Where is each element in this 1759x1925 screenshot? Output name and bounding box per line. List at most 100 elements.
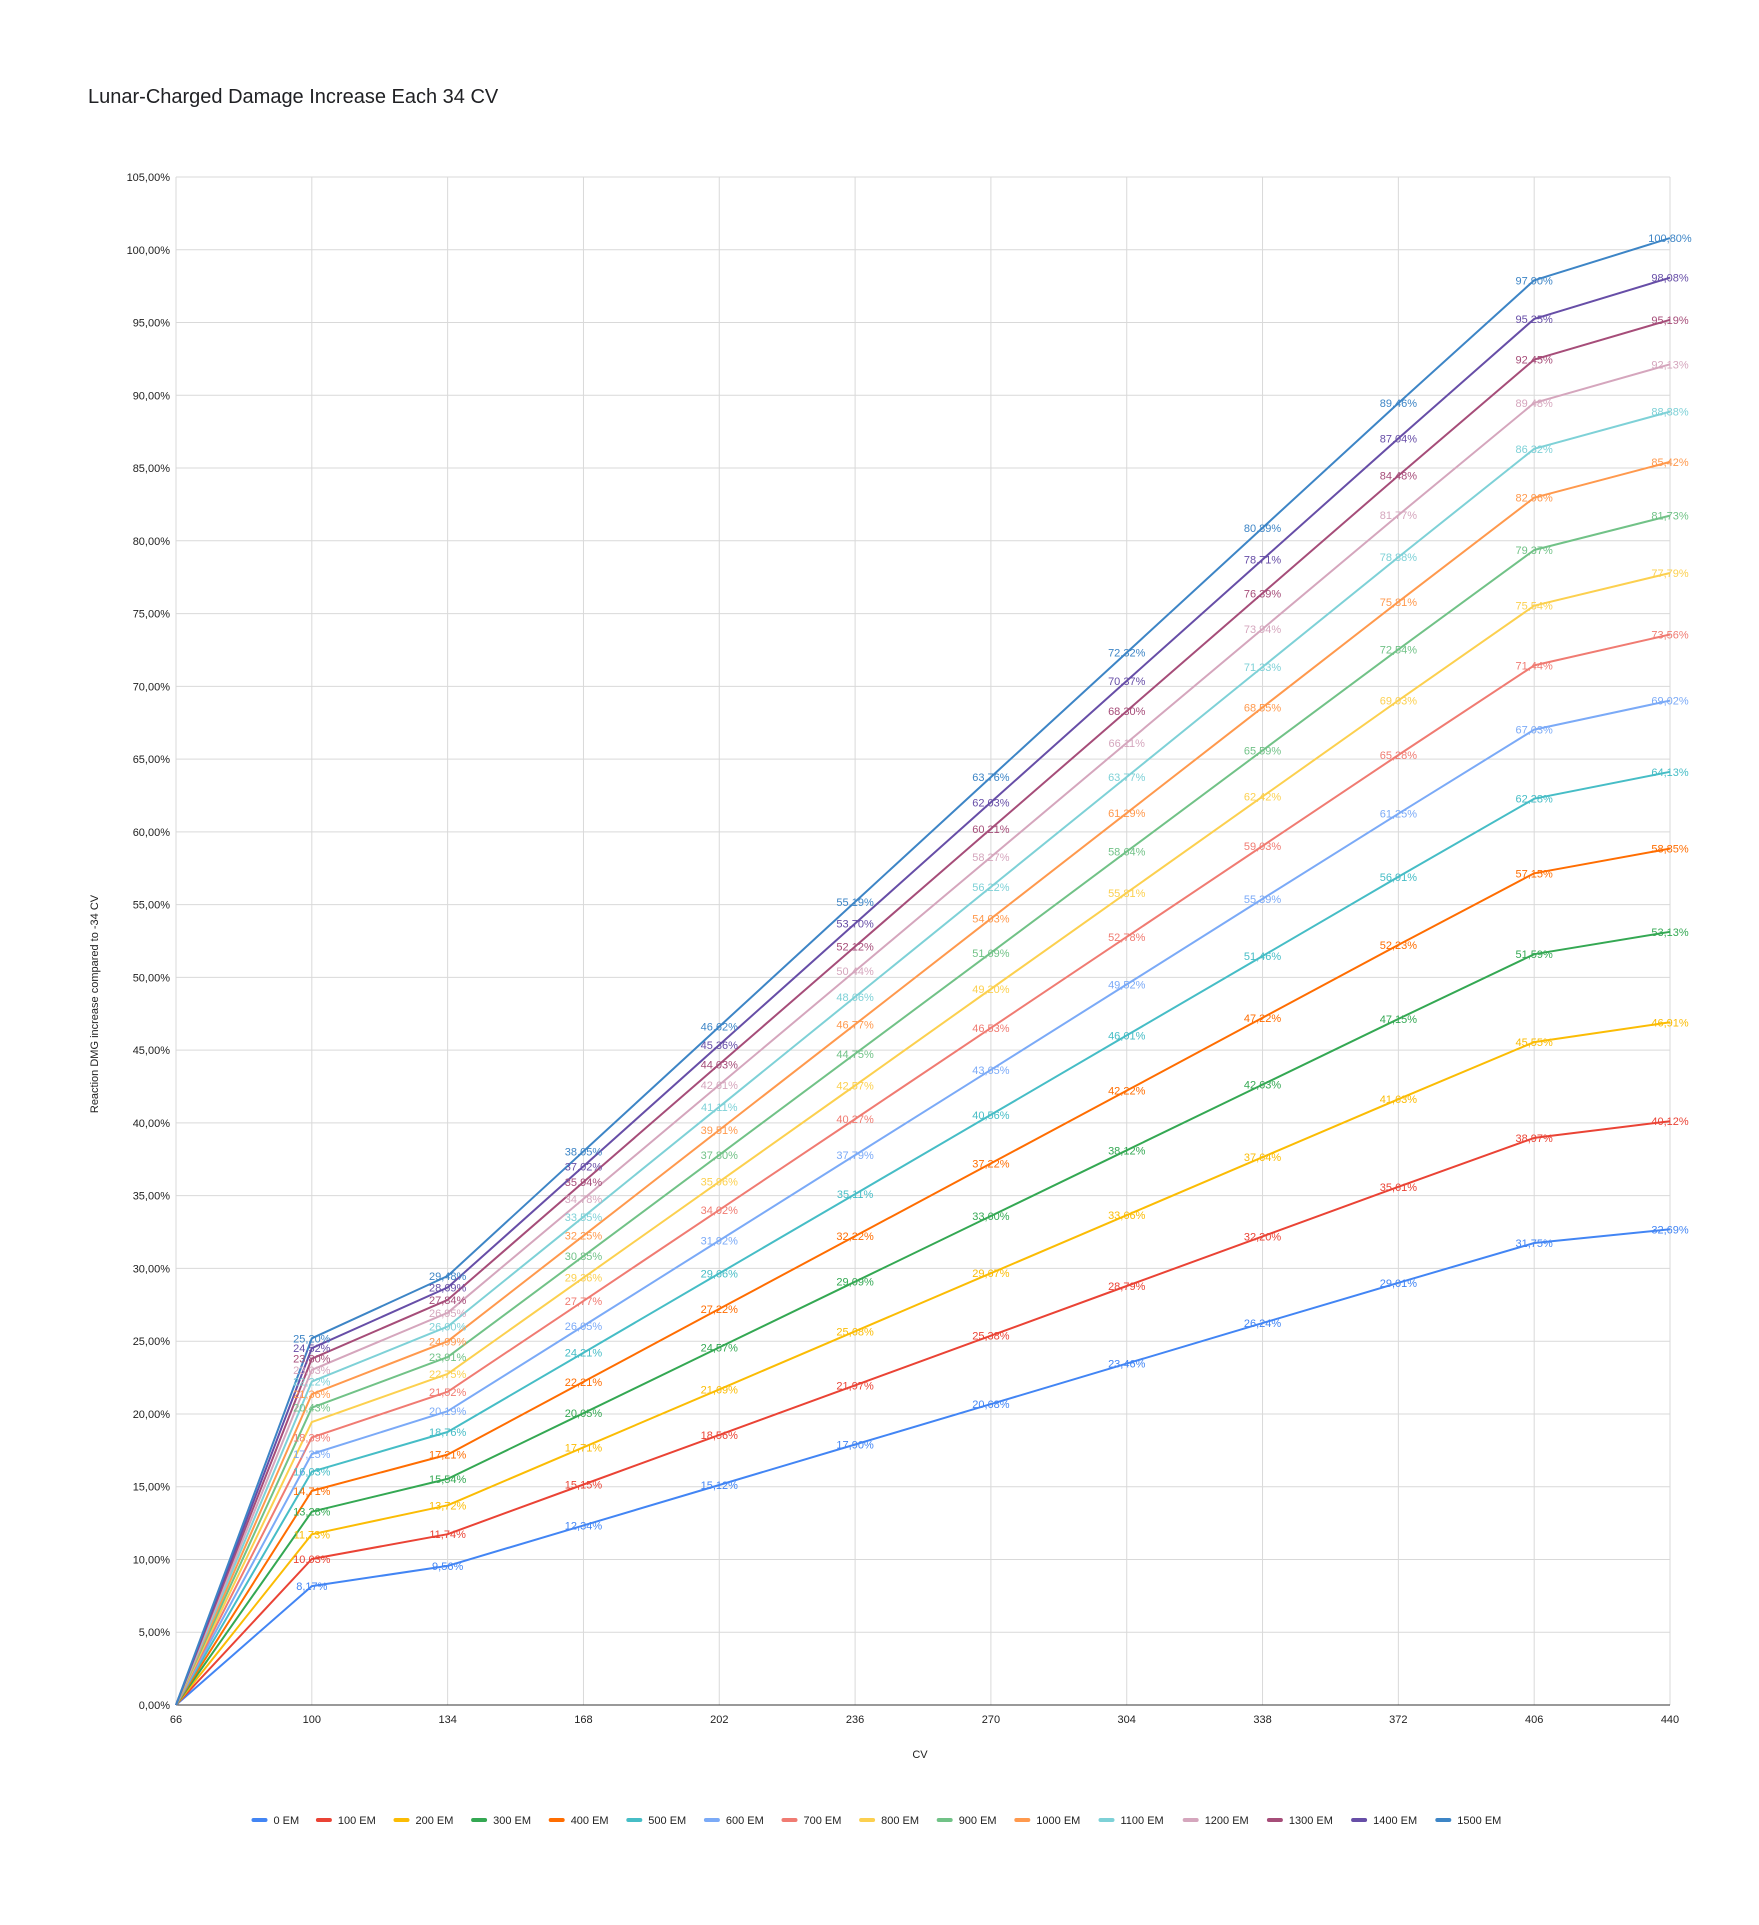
data-label: 20,68% (972, 1399, 1010, 1411)
data-label: 32,22% (836, 1231, 874, 1243)
y-tick-label: 5,00% (139, 1627, 170, 1639)
y-tick-label: 85,00% (133, 463, 171, 475)
legend-label: 700 EM (804, 1815, 842, 1827)
legend-label: 1500 EM (1457, 1815, 1501, 1827)
data-label: 37,64% (1244, 1152, 1282, 1164)
series-line (175, 363, 1671, 1706)
x-tick-label: 134 (438, 1714, 456, 1726)
data-label: 69,02% (1651, 696, 1689, 708)
data-label: 17,25% (293, 1449, 331, 1461)
y-tick-label: 25,00% (133, 1336, 171, 1348)
data-label: 66,11% (1108, 738, 1145, 750)
data-label: 77,79% (1651, 568, 1689, 580)
data-label: 25,68% (836, 1326, 874, 1338)
series-line (175, 1120, 1671, 1706)
data-label: 26,05% (565, 1321, 603, 1333)
x-tick-label: 406 (1525, 1714, 1543, 1726)
y-tick-label: 15,00% (133, 1482, 171, 1494)
data-label: 97,90% (1516, 275, 1554, 287)
data-label: 31,75% (1516, 1238, 1554, 1250)
x-axis-title: CV (912, 1749, 928, 1761)
data-label: 24,99% (429, 1336, 467, 1348)
data-labels: 8,17% 9,56% 12,34% 15,12% 17,90% 20,68% 23,46%… (293, 233, 1692, 1593)
data-label: 65,28% (1380, 750, 1418, 762)
data-label: 51,59% (1516, 949, 1554, 961)
y-tick-label: 65,00% (133, 754, 171, 766)
data-label: 62,28% (1516, 794, 1554, 806)
data-label: 32,69% (1651, 1224, 1689, 1236)
data-label: 79,37% (1516, 545, 1554, 557)
data-label: 78,88% (1380, 552, 1418, 564)
data-label: 29,01% (1380, 1278, 1418, 1290)
legend-label: 1000 EM (1036, 1815, 1080, 1827)
data-label: 73,94% (1244, 624, 1282, 636)
data-label: 21,52% (429, 1387, 467, 1399)
y-tick-label: 35,00% (133, 1191, 171, 1203)
data-label: 20,19% (429, 1406, 467, 1418)
data-label: 17,90% (836, 1440, 874, 1452)
y-tick-label: 10,00% (133, 1554, 171, 1566)
data-label: 27,84% (429, 1295, 467, 1307)
data-label: 14,71% (293, 1486, 331, 1498)
data-label: 56,91% (1380, 872, 1418, 884)
data-label: 15,12% (701, 1480, 739, 1492)
legend-label: 500 EM (648, 1815, 686, 1827)
data-label: 13,28% (293, 1507, 331, 1519)
data-label: 92,45% (1516, 355, 1554, 367)
x-tick-label: 372 (1389, 1714, 1407, 1726)
data-label: 47,15% (1380, 1014, 1418, 1026)
legend-item: 700 EM (781, 1815, 842, 1827)
data-label: 27,22% (701, 1304, 739, 1316)
series-lines (175, 237, 1671, 1706)
data-label: 61,29% (1108, 808, 1146, 820)
data-label: 75,54% (1516, 601, 1554, 613)
data-label: 81,77% (1380, 510, 1418, 522)
legend-label: 400 EM (571, 1815, 609, 1827)
legend-label: 100 EM (338, 1815, 376, 1827)
data-label: 59,03% (1244, 841, 1282, 853)
data-label: 22,75% (429, 1369, 467, 1381)
data-label: 55,81% (1108, 888, 1146, 900)
data-label: 23,03% (293, 1365, 331, 1377)
legend-label: 300 EM (493, 1815, 531, 1827)
data-label: 24,52% (293, 1343, 331, 1355)
data-label: 78,71% (1244, 555, 1282, 567)
data-label: 23,91% (429, 1352, 467, 1364)
legend-item: 1500 EM (1435, 1815, 1501, 1827)
y-tick-label: 30,00% (133, 1263, 171, 1275)
data-label: 21,97% (836, 1380, 874, 1392)
data-label: 28,69% (429, 1282, 467, 1294)
data-label: 51,46% (1244, 951, 1282, 963)
data-label: 30,85% (565, 1251, 603, 1263)
data-label: 38,12% (1108, 1145, 1146, 1157)
data-label: 33,66% (1108, 1210, 1146, 1222)
data-label: 42,57% (836, 1081, 874, 1093)
legend-label: 1200 EM (1205, 1815, 1249, 1827)
y-axis-title: Reaction DMG increase compared to -34 CV (89, 894, 101, 1113)
data-label: 34,02% (701, 1205, 739, 1217)
data-label: 67,03% (1516, 725, 1554, 737)
series-line (175, 1021, 1671, 1706)
data-label: 25,20% (293, 1333, 331, 1345)
series-line (175, 460, 1671, 1706)
data-label: 37,02% (565, 1161, 603, 1173)
y-tick-label: 90,00% (133, 390, 171, 402)
data-label: 43,65% (972, 1065, 1010, 1077)
y-tick-label: 75,00% (133, 609, 171, 621)
data-label: 11,74% (429, 1529, 466, 1541)
data-label: 35,11% (837, 1189, 874, 1201)
legend-label: 1400 EM (1373, 1815, 1417, 1827)
x-tick-label: 270 (982, 1714, 1000, 1726)
data-label: 31,92% (701, 1235, 739, 1247)
data-label: 18,76% (429, 1427, 467, 1439)
data-label: 37,79% (836, 1150, 874, 1162)
data-label: 21,69% (701, 1384, 739, 1396)
data-label: 76,39% (1244, 588, 1282, 600)
data-label: 61,25% (1380, 809, 1418, 821)
data-label: 72,54% (1380, 644, 1418, 656)
data-label: 20,05% (565, 1408, 603, 1420)
axes: 0,00% 5,00% 10,00% 15,00% 20,00% 25,00% 30,00%… (127, 172, 1680, 1726)
data-label: 37,80% (701, 1150, 739, 1162)
